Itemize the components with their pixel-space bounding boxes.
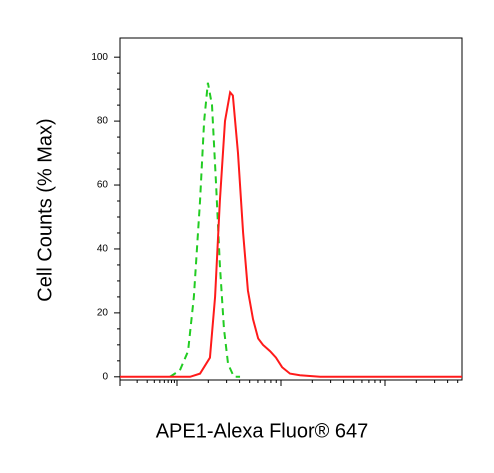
series-line: [120, 90, 462, 378]
y-tick-label: 80: [97, 116, 109, 127]
plot-frame: [119, 37, 463, 381]
y-tick-label: 20: [97, 308, 109, 319]
y-tick-label: 100: [91, 52, 108, 63]
y-tick-label: 60: [97, 180, 109, 191]
series-line: [169, 82, 241, 378]
x-axis-title: APE1-Alexa Fluor® 647: [156, 420, 369, 442]
y-axis-title: Cell Counts (% Max): [34, 118, 56, 301]
y-tick-label: 40: [97, 244, 109, 255]
y-tick-label: 0: [102, 371, 108, 382]
